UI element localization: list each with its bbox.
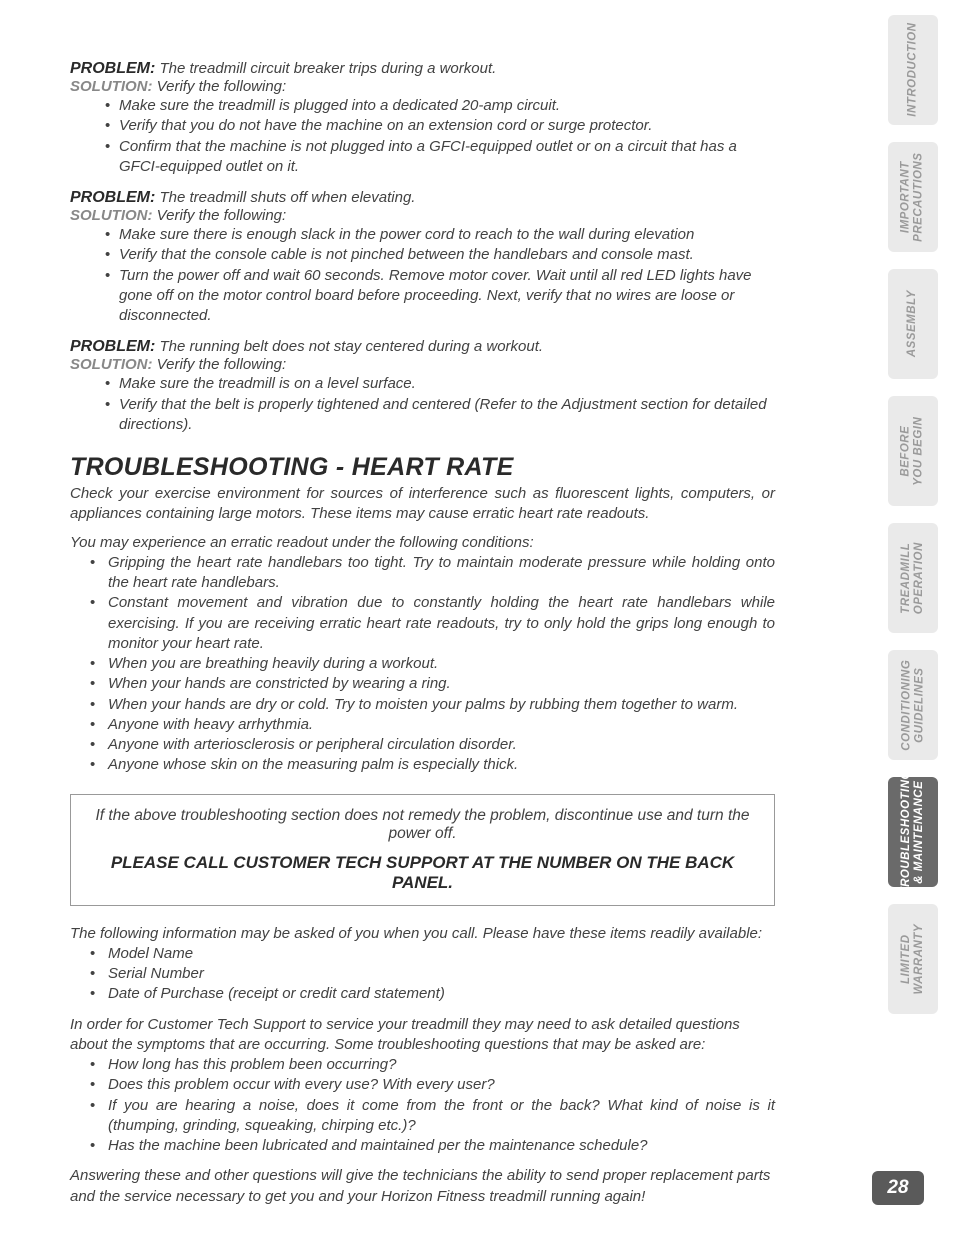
bullet-item: Make sure the treadmill is on a level su… [105, 374, 775, 394]
problem-block-3: PROBLEM: The running belt does not stay … [70, 338, 775, 435]
bullet-item: When you are breathing heavily during a … [90, 654, 775, 674]
bullet-item: Verify that the belt is properly tighten… [105, 395, 775, 436]
side-tabs: INTRODUCTION IMPORTANTPRECAUTIONS ASSEMB… [888, 15, 938, 1014]
bullet-item: Date of Purchase (receipt or credit card… [90, 984, 775, 1004]
tab-label: ASSEMBLY [906, 290, 919, 357]
solution-label: SOLUTION: [70, 207, 153, 224]
tab-warranty[interactable]: LIMITEDWARRANTY [888, 904, 938, 1014]
page-number: 28 [872, 1171, 924, 1205]
bullet-item: Anyone whose skin on the measuring palm … [90, 755, 775, 775]
tab-label: LIMITEDWARRANTY [900, 924, 926, 994]
solution-label: SOLUTION: [70, 78, 153, 95]
tab-label: BEFOREYOU BEGIN [900, 416, 926, 485]
problem-label: PROBLEM: [70, 338, 155, 355]
problem-line: PROBLEM: The treadmill circuit breaker t… [70, 60, 775, 78]
problem-line: PROBLEM: The treadmill shuts off when el… [70, 189, 775, 207]
support-questions: How long has this problem been occurring… [70, 1055, 775, 1156]
solution-line: SOLUTION: Verify the following: [70, 207, 775, 225]
bullet-item: Verify that the console cable is not pin… [105, 245, 775, 265]
problem-text: The treadmill circuit breaker trips duri… [155, 60, 496, 77]
tab-before-begin[interactable]: BEFOREYOU BEGIN [888, 396, 938, 506]
call-info-intro: The following information may be asked o… [70, 924, 775, 944]
bullet-item: If you are hearing a noise, does it come… [90, 1096, 775, 1137]
solution-text: Verify the following: [153, 356, 287, 373]
tab-introduction[interactable]: INTRODUCTION [888, 15, 938, 125]
callout-box: If the above troubleshooting section doe… [70, 794, 775, 906]
bullet-item: Gripping the heart rate handlebars too t… [90, 553, 775, 594]
support-intro: In order for Customer Tech Support to se… [70, 1015, 775, 1056]
bullet-item: Make sure there is enough slack in the p… [105, 225, 775, 245]
tab-label: TREADMILLOPERATION [900, 542, 926, 614]
solution-bullets: Make sure the treadmill is on a level su… [70, 374, 775, 435]
bullet-item: Does this problem occur with every use? … [90, 1075, 775, 1095]
problem-text: The running belt does not stay centered … [155, 338, 543, 355]
callout-line1: If the above troubleshooting section doe… [91, 807, 754, 843]
tab-label: TROUBLESHOOTING& MAINTENANCE [900, 770, 926, 894]
solution-text: Verify the following: [153, 207, 287, 224]
bullet-item: Verify that you do not have the machine … [105, 116, 775, 136]
tab-precautions[interactable]: IMPORTANTPRECAUTIONS [888, 142, 938, 252]
bullet-item: Turn the power off and wait 60 seconds. … [105, 266, 775, 327]
section-title: TROUBLESHOOTING - HEART RATE [70, 453, 775, 482]
hr-intro: Check your exercise environment for sour… [70, 484, 775, 525]
solution-line: SOLUTION: Verify the following: [70, 78, 775, 96]
closing-text: Answering these and other questions will… [70, 1166, 775, 1207]
bullet-item: Constant movement and vibration due to c… [90, 593, 775, 654]
bullet-item: Has the machine been lubricated and main… [90, 1136, 775, 1156]
bullet-item: Anyone with arteriosclerosis or peripher… [90, 735, 775, 755]
problem-block-2: PROBLEM: The treadmill shuts off when el… [70, 189, 775, 326]
bullet-item: Model Name [90, 944, 775, 964]
bullet-item: Make sure the treadmill is plugged into … [105, 96, 775, 116]
tab-label: CONDITIONINGGUIDELINES [900, 660, 926, 751]
tab-label: INTRODUCTION [906, 23, 919, 117]
bullet-item: Serial Number [90, 964, 775, 984]
bullet-item: When your hands are constricted by weari… [90, 674, 775, 694]
problem-line: PROBLEM: The running belt does not stay … [70, 338, 775, 356]
solution-label: SOLUTION: [70, 356, 153, 373]
callout-line2: PLEASE CALL CUSTOMER TECH SUPPORT AT THE… [91, 853, 754, 893]
problem-block-1: PROBLEM: The treadmill circuit breaker t… [70, 60, 775, 177]
page-content: PROBLEM: The treadmill circuit breaker t… [0, 0, 845, 1247]
tab-operation[interactable]: TREADMILLOPERATION [888, 523, 938, 633]
problem-label: PROBLEM: [70, 60, 155, 77]
problem-text: The treadmill shuts off when elevating. [155, 189, 415, 206]
solution-text: Verify the following: [153, 78, 287, 95]
problem-label: PROBLEM: [70, 189, 155, 206]
tab-label: IMPORTANTPRECAUTIONS [900, 152, 926, 241]
bullet-item: When your hands are dry or cold. Try to … [90, 695, 775, 715]
tab-troubleshooting[interactable]: TROUBLESHOOTING& MAINTENANCE [888, 777, 938, 887]
solution-line: SOLUTION: Verify the following: [70, 356, 775, 374]
tab-assembly[interactable]: ASSEMBLY [888, 269, 938, 379]
hr-conditions-intro: You may experience an erratic readout un… [70, 533, 775, 553]
tab-conditioning[interactable]: CONDITIONINGGUIDELINES [888, 650, 938, 760]
solution-bullets: Make sure the treadmill is plugged into … [70, 96, 775, 177]
bullet-item: Anyone with heavy arrhythmia. [90, 715, 775, 735]
call-items: Model Name Serial Number Date of Purchas… [70, 944, 775, 1005]
solution-bullets: Make sure there is enough slack in the p… [70, 225, 775, 326]
bullet-item: How long has this problem been occurring… [90, 1055, 775, 1075]
hr-bullets: Gripping the heart rate handlebars too t… [70, 553, 775, 776]
bullet-item: Confirm that the machine is not plugged … [105, 137, 775, 178]
